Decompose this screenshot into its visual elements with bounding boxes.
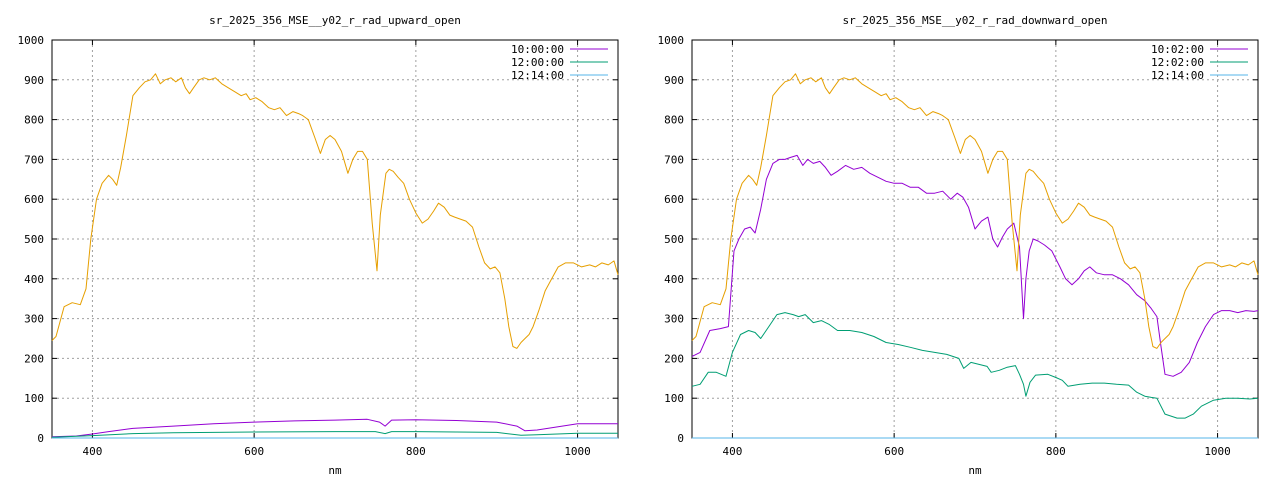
x-tick-label: 800 (1046, 445, 1066, 458)
y-tick-label: 800 (24, 114, 44, 127)
legend-label: 10:00:00 (511, 43, 564, 56)
y-tick-label: 100 (24, 392, 44, 405)
series-line-2 (691, 312, 1259, 419)
y-tick-label: 700 (24, 153, 44, 166)
legend-label: 12:00:00 (511, 56, 564, 69)
x-tick-label: 1000 (1204, 445, 1231, 458)
chart-panel-1: sr_2025_356_MSE__y02_r_rad_upward_open 0 1… (18, 14, 619, 477)
x-tick-label: 1000 (564, 445, 591, 458)
chart-title: sr_2025_356_MSE__y02_r_rad_downward_open (843, 14, 1108, 27)
y-tick-label: 300 (24, 313, 44, 326)
y-tick-label: 400 (664, 273, 684, 286)
y-tick-label: 100 (664, 392, 684, 405)
series-line-4 (691, 73, 1259, 349)
x-tick-label: 600 (244, 445, 264, 458)
legend-label: 10:02:00 (1151, 43, 1204, 56)
series-line-1 (51, 418, 618, 438)
y-tick-label: 700 (664, 153, 684, 166)
y-tick-label: 200 (24, 352, 44, 365)
y-tick-label: 300 (664, 313, 684, 326)
legend-label: 12:02:00 (1151, 56, 1204, 69)
y-tick-label: 900 (24, 74, 44, 87)
y-tick-label: 0 (37, 432, 44, 445)
series-line-2 (51, 431, 618, 438)
y-tick-label: 1000 (18, 34, 45, 47)
y-tick-label: 1000 (658, 34, 685, 47)
y-tick-label: 600 (24, 193, 44, 206)
series-line-4 (51, 73, 619, 349)
x-tick-label: 400 (82, 445, 102, 458)
chart-title: sr_2025_356_MSE__y02_r_rad_upward_open (209, 14, 461, 27)
y-tick-label: 0 (677, 432, 684, 445)
y-tick-label: 900 (664, 74, 684, 87)
y-tick-label: 500 (24, 233, 44, 246)
x-tick-label: 600 (884, 445, 904, 458)
y-tick-label: 200 (664, 352, 684, 365)
legend-label: 12:14:00 (511, 69, 564, 82)
y-tick-label: 500 (664, 233, 684, 246)
series-line-1 (691, 154, 1259, 377)
y-tick-label: 400 (24, 273, 44, 286)
y-tick-label: 600 (664, 193, 684, 206)
x-axis-label: nm (328, 464, 342, 477)
legend-label: 12:14:00 (1151, 69, 1204, 82)
x-tick-label: 800 (406, 445, 426, 458)
x-axis-label: nm (968, 464, 982, 477)
y-tick-label: 800 (664, 114, 684, 127)
chart-panel-2: sr_2025_356_MSE__y02_r_rad_downward_open… (658, 14, 1259, 477)
x-tick-label: 400 (722, 445, 742, 458)
